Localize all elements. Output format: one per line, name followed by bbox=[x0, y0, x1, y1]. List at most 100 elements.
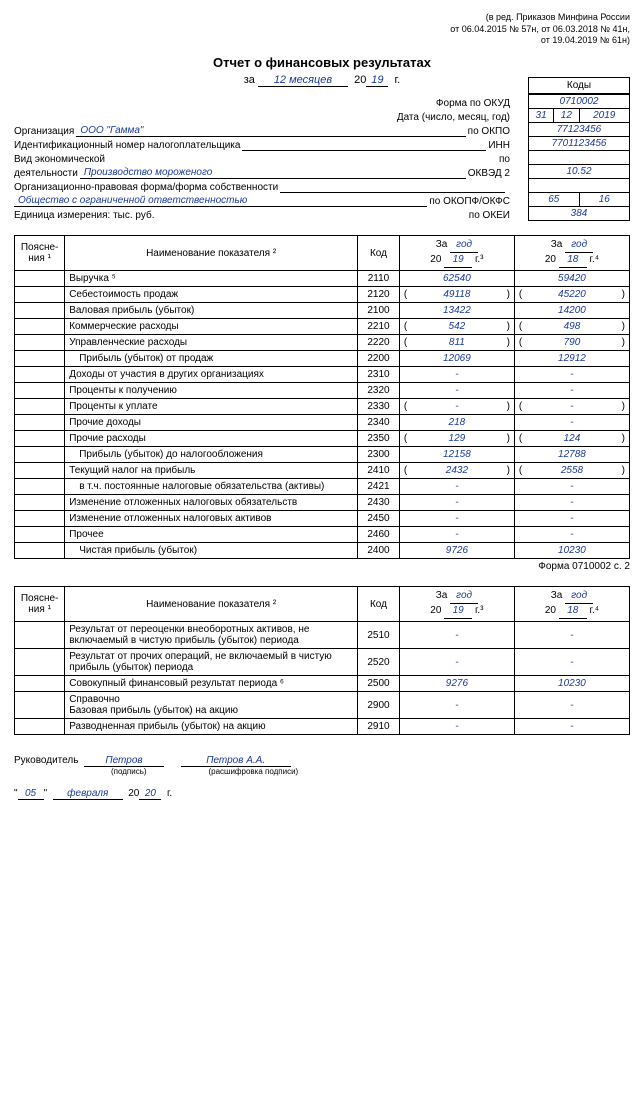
value-cell: 13422 bbox=[399, 303, 514, 319]
value-cell: 12788 bbox=[514, 447, 629, 463]
name-cell: Результат от прочих операций, не включае… bbox=[65, 649, 358, 676]
expl-cell bbox=[15, 287, 65, 303]
name-cell: Прибыль (убыток) до налогообложения bbox=[65, 447, 358, 463]
code-cell: 2421 bbox=[358, 479, 400, 495]
table-row: Изменение отложенных налоговых активов24… bbox=[15, 511, 630, 527]
period-months: 12 месяцев bbox=[258, 74, 348, 87]
value-cell: (2432) bbox=[399, 463, 514, 479]
value-cell: (-) bbox=[399, 399, 514, 415]
activity-value: Производство мороженого bbox=[80, 167, 466, 179]
name-cell: Управленческие расходы bbox=[65, 335, 358, 351]
value-cell: - bbox=[399, 367, 514, 383]
code-cell: 2100 bbox=[358, 303, 400, 319]
date-d: 31 bbox=[529, 109, 554, 123]
sign-month: февраля bbox=[53, 788, 123, 800]
code-cell: 2340 bbox=[358, 415, 400, 431]
codes-caption: Коды bbox=[529, 78, 629, 94]
table-row: Чистая прибыль (убыток)2400972610230 bbox=[15, 543, 630, 559]
value-cell: 10230 bbox=[514, 676, 629, 692]
value-cell: (124) bbox=[514, 431, 629, 447]
value-cell: - bbox=[514, 527, 629, 543]
left-fields: Форма по ОКУД Дата (число, месяц, год) О… bbox=[14, 97, 510, 221]
name-cell: Прочие расходы bbox=[65, 431, 358, 447]
okpo-code: 77123456 bbox=[529, 123, 629, 137]
signature: Петров bbox=[84, 755, 164, 767]
table-row: Себестоимость продаж2120(49118)(45220) bbox=[15, 287, 630, 303]
period-year: 19 bbox=[366, 74, 388, 87]
code-cell: 2320 bbox=[358, 383, 400, 399]
value-cell: - bbox=[514, 622, 629, 649]
table-row: Изменение отложенных налоговых обязатель… bbox=[15, 495, 630, 511]
expl-cell bbox=[15, 319, 65, 335]
value-cell: - bbox=[399, 622, 514, 649]
expl-cell bbox=[15, 463, 65, 479]
value-cell: 12912 bbox=[514, 351, 629, 367]
value-cell: 14200 bbox=[514, 303, 629, 319]
code-cell: 2410 bbox=[358, 463, 400, 479]
value-cell: (45220) bbox=[514, 287, 629, 303]
regulation-note: (в ред. Приказов Минфина России от 06.04… bbox=[14, 12, 630, 47]
expl-cell bbox=[15, 622, 65, 649]
name-cell: в т.ч. постоянные налоговые обязательств… bbox=[65, 479, 358, 495]
table-row: Совокупный финансовый результат периода … bbox=[15, 676, 630, 692]
inn-label: ИНН bbox=[488, 140, 510, 151]
value-cell: 10230 bbox=[514, 543, 629, 559]
th-name: Наименование показателя ² bbox=[65, 236, 358, 271]
code-cell: 2430 bbox=[358, 495, 400, 511]
code-cell: 2330 bbox=[358, 399, 400, 415]
value-cell: - bbox=[514, 649, 629, 676]
name-cell: Изменение отложенных налоговых активов bbox=[65, 511, 358, 527]
table-row: Управленческие расходы2220(811)(790) bbox=[15, 335, 630, 351]
code-cell: 2220 bbox=[358, 335, 400, 351]
table-row: Проценты к получению2320-- bbox=[15, 383, 630, 399]
value-cell: - bbox=[514, 495, 629, 511]
codes-table: 0710002 31122019 77123456 7701123456 10.… bbox=[529, 94, 629, 220]
value-cell: (790) bbox=[514, 335, 629, 351]
name-cell: СправочноБазовая прибыль (убыток) на акц… bbox=[65, 692, 358, 719]
value-cell: 62540 bbox=[399, 271, 514, 287]
value-cell: (542) bbox=[399, 319, 514, 335]
value-cell: - bbox=[399, 511, 514, 527]
name-cell: Прибыль (убыток) от продаж bbox=[65, 351, 358, 367]
form-value: Общество с ограниченной ответственностью bbox=[14, 195, 427, 207]
value-cell: - bbox=[514, 383, 629, 399]
code-cell: 2910 bbox=[358, 719, 400, 735]
table-row: Результат от прочих операций, не включае… bbox=[15, 649, 630, 676]
report-title: Отчет о финансовых результатах bbox=[14, 55, 630, 70]
name-cell: Чистая прибыль (убыток) bbox=[65, 543, 358, 559]
note-l1: (в ред. Приказов Минфина России bbox=[486, 12, 630, 22]
sig-sublabel: (подпись) bbox=[89, 767, 169, 776]
value-cell: - bbox=[399, 527, 514, 543]
table-row: Прочее2460-- bbox=[15, 527, 630, 543]
table-row: Доходы от участия в других организациях2… bbox=[15, 367, 630, 383]
name-cell: Доходы от участия в других организациях bbox=[65, 367, 358, 383]
expl-cell bbox=[15, 495, 65, 511]
name-cell: Проценты к уплате bbox=[65, 399, 358, 415]
th2-period-2: За год 20 18 г.⁴ bbox=[514, 587, 629, 622]
expl-cell bbox=[15, 383, 65, 399]
expl-cell bbox=[15, 692, 65, 719]
note-l2: от 06.04.2015 № 57н, от 06.03.2018 № 41н… bbox=[450, 24, 630, 34]
okfs-code: 16 bbox=[579, 193, 629, 207]
expl-cell bbox=[15, 479, 65, 495]
okei-code: 384 bbox=[529, 207, 629, 221]
inn-line-label: Идентификационный номер налогоплательщик… bbox=[14, 140, 240, 151]
code-cell: 2120 bbox=[358, 287, 400, 303]
value-cell: - bbox=[399, 495, 514, 511]
table-row: Прочие расходы2350(129)(124) bbox=[15, 431, 630, 447]
okpo-label: по ОКПО bbox=[468, 126, 510, 137]
value-cell: (129) bbox=[399, 431, 514, 447]
expl-cell bbox=[15, 527, 65, 543]
th-code: Код bbox=[358, 236, 400, 271]
expl-cell bbox=[15, 719, 65, 735]
period-suf: г. bbox=[395, 74, 401, 86]
code-cell: 2300 bbox=[358, 447, 400, 463]
table-row: Валовая прибыль (убыток)21001342214200 bbox=[15, 303, 630, 319]
main-table-1: Поясне- ния ¹ Наименование показателя ² … bbox=[14, 235, 630, 559]
value-cell: 59420 bbox=[514, 271, 629, 287]
table-row: Выручка ⁵21106254059420 bbox=[15, 271, 630, 287]
code-cell: 2400 bbox=[358, 543, 400, 559]
expl-cell bbox=[15, 543, 65, 559]
value-cell: (49118) bbox=[399, 287, 514, 303]
form-label: Организационно-правовая форма/форма собс… bbox=[14, 182, 278, 193]
